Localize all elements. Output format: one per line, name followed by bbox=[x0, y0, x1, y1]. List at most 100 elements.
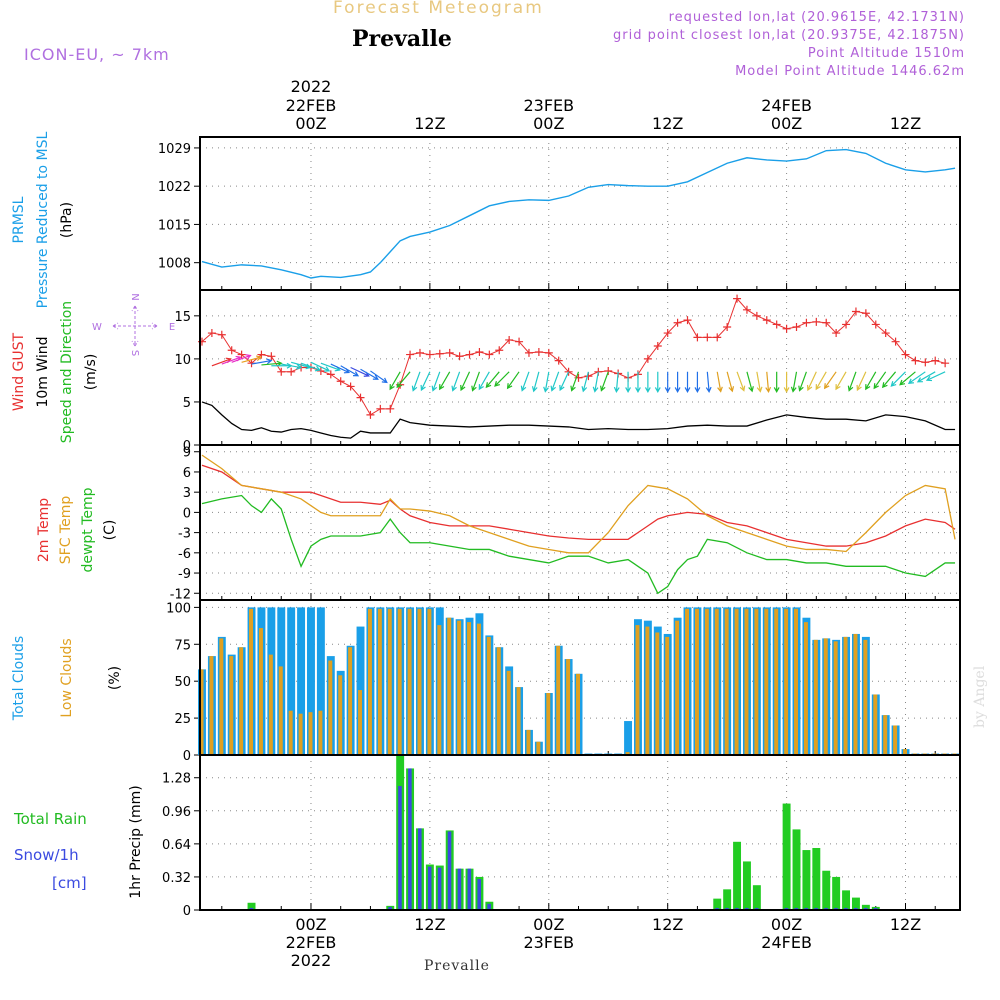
total-cloud-bar bbox=[316, 607, 325, 755]
low-cloud-bar bbox=[358, 690, 363, 755]
low-cloud-bar bbox=[258, 628, 263, 755]
low-cloud-bar bbox=[407, 608, 412, 755]
bottom-time-label: 00Z bbox=[295, 915, 326, 934]
rain-bar bbox=[713, 898, 722, 910]
low-cloud-bar bbox=[813, 639, 818, 755]
wind-arrow bbox=[674, 371, 681, 394]
compass-ns-arrow bbox=[131, 305, 139, 347]
wind-arrow bbox=[251, 358, 273, 365]
wind-arrow bbox=[310, 361, 331, 372]
location-title: Prevalle bbox=[352, 26, 452, 52]
low-cloud-bar bbox=[338, 675, 343, 755]
top-time-label: 22FEB bbox=[286, 96, 337, 115]
wind-axis-label: Speed and Direction bbox=[59, 301, 75, 443]
wind-arrow bbox=[600, 371, 609, 392]
wind-arrow bbox=[570, 371, 580, 392]
wind-arrow bbox=[592, 371, 599, 393]
low-cloud-bar bbox=[328, 660, 333, 755]
snow-bar bbox=[725, 907, 729, 910]
gust-point bbox=[832, 329, 841, 338]
wind-arrow bbox=[478, 371, 490, 391]
rain-bar bbox=[752, 885, 761, 910]
low-cloud-bar bbox=[496, 647, 501, 755]
low-cloud-bar bbox=[823, 638, 828, 755]
low-cloud-bar bbox=[724, 608, 729, 755]
wind-arrow bbox=[899, 371, 916, 386]
temp-ytick-label: 6 bbox=[183, 466, 191, 481]
gust-point bbox=[921, 358, 930, 367]
low-cloud-bar bbox=[417, 608, 422, 755]
precip-total-rain-label: Total Rain bbox=[13, 810, 87, 828]
pressure-frame bbox=[199, 136, 961, 291]
wind-arrow bbox=[694, 371, 701, 394]
wind-axis-label: 10m Wind bbox=[35, 336, 51, 407]
low-cloud-bar bbox=[675, 620, 680, 755]
gust-point bbox=[415, 348, 424, 357]
wind-arrow bbox=[300, 362, 322, 372]
bottom-location-label: Prevalle bbox=[424, 958, 490, 974]
clouds-axis-label: Total Clouds bbox=[11, 636, 27, 721]
wind-arrow bbox=[654, 371, 661, 394]
gust-point bbox=[366, 410, 375, 419]
snow-bar bbox=[863, 907, 868, 910]
gust-point bbox=[673, 318, 682, 327]
gust-point bbox=[842, 320, 851, 329]
total-cloud-bar bbox=[307, 607, 315, 755]
wind-arrow bbox=[261, 360, 283, 367]
gust-point bbox=[445, 348, 454, 357]
time-axis-labels: 202222FEB00Z00Z22FEB12Z12Z23FEB00Z00Z23F… bbox=[286, 77, 922, 970]
low-cloud-bar bbox=[625, 752, 630, 755]
bottom-time-label: 24FEB bbox=[761, 933, 812, 952]
wind-arrow bbox=[783, 371, 790, 394]
low-cloud-bar bbox=[694, 608, 699, 755]
wind-arrow bbox=[644, 371, 651, 394]
gust-point bbox=[643, 354, 652, 363]
rain-bar bbox=[842, 890, 851, 910]
clouds-panel: 0 25 50 75 100 bbox=[166, 600, 960, 764]
snow-bar bbox=[477, 879, 482, 910]
wind-arrow bbox=[520, 371, 530, 392]
gust-point bbox=[911, 356, 920, 365]
wind-ytick-label: 0 bbox=[183, 439, 191, 454]
wind-arrow bbox=[494, 371, 510, 387]
gust-point bbox=[901, 350, 910, 359]
wind-ytick-label: 5 bbox=[183, 396, 191, 411]
sfc-temp-line bbox=[201, 454, 956, 554]
wind-ytick-label: 10 bbox=[174, 353, 191, 368]
wind-arrow bbox=[823, 371, 837, 390]
gust-point bbox=[376, 404, 385, 413]
wind-arrow bbox=[664, 371, 671, 394]
snow-bar bbox=[418, 828, 422, 910]
precip-axis-label: 1hr Precip (mm) bbox=[128, 785, 144, 898]
gust-point bbox=[475, 348, 484, 356]
gust-point bbox=[425, 350, 434, 359]
bottom-time-label: 12Z bbox=[414, 915, 445, 934]
bottom-time-label: 12Z bbox=[652, 915, 683, 934]
wind-speed-line bbox=[201, 401, 956, 439]
temp-ytick-label: -3 bbox=[178, 527, 191, 542]
dewpoint-line bbox=[201, 494, 956, 595]
gust-point bbox=[742, 305, 751, 314]
wind-arrow bbox=[439, 371, 451, 391]
precip-cm-label: [cm] bbox=[52, 874, 87, 892]
low-cloud-bar bbox=[685, 608, 690, 755]
precip-panel: 0 0.32 0.64 0.96 1.28 bbox=[162, 755, 960, 919]
wind-arrow bbox=[635, 371, 641, 394]
gust-point bbox=[604, 366, 613, 375]
gust-point bbox=[812, 317, 821, 326]
snow-bar bbox=[715, 907, 719, 910]
clouds-axis-label: Low Clouds bbox=[59, 638, 75, 717]
precip-snow-label: Snow/1h bbox=[14, 846, 79, 864]
low-cloud-bar bbox=[714, 608, 719, 755]
wind-arrow bbox=[736, 371, 746, 392]
gust-point bbox=[891, 337, 900, 346]
gust-point bbox=[772, 320, 781, 329]
gust-point bbox=[505, 335, 514, 344]
low-cloud-bar bbox=[536, 741, 541, 755]
low-cloud-bar bbox=[367, 608, 372, 755]
snow-bar bbox=[447, 831, 452, 910]
low-cloud-bar bbox=[427, 608, 432, 755]
low-cloud-bar bbox=[486, 636, 491, 755]
wind-arrow bbox=[360, 368, 379, 380]
clouds-ytick-label: 75 bbox=[174, 638, 191, 653]
